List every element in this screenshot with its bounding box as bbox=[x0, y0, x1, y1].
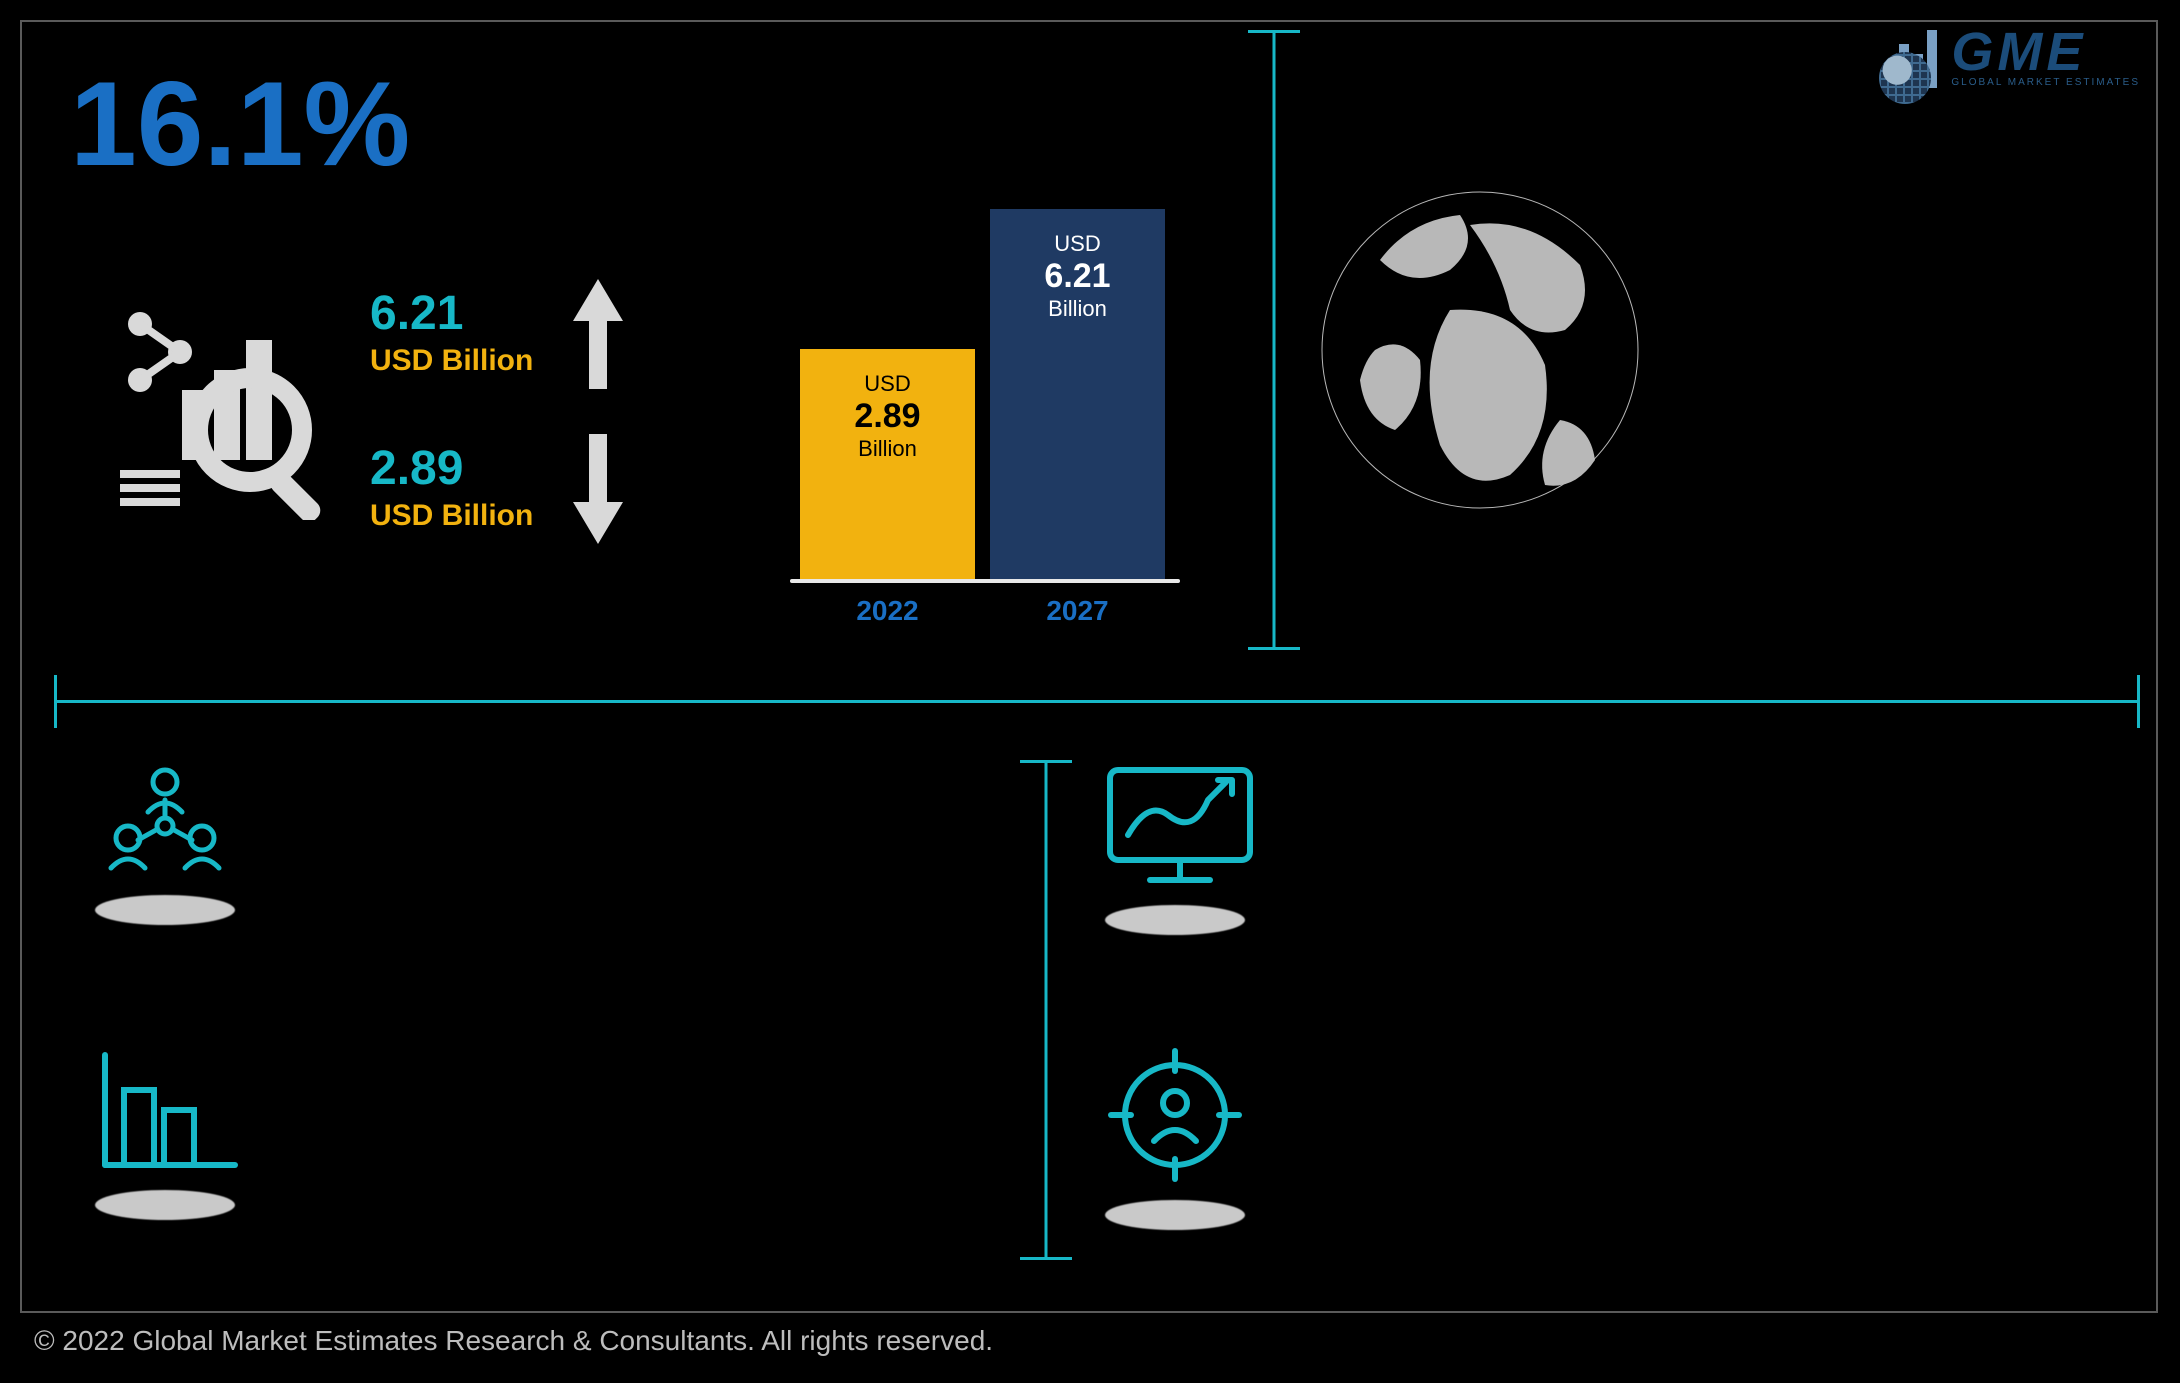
bar1-value: 2.89 bbox=[854, 397, 920, 436]
people-network-icon bbox=[90, 760, 240, 925]
separator-bottom-vertical bbox=[1020, 760, 1072, 1260]
value-stack: 6.21 USD Billion 2.89 USD Billion bbox=[370, 279, 623, 589]
arrow-down-icon bbox=[573, 434, 623, 544]
market-size-bar-chart: USD 2.89 Billion USD 6.21 Billion 2022 2… bbox=[790, 212, 1180, 627]
bar1-currency: USD bbox=[864, 371, 910, 397]
bar2-unit: Billion bbox=[1048, 296, 1107, 322]
icon-shadow bbox=[95, 1190, 235, 1220]
separator-horizontal bbox=[54, 700, 2140, 703]
value-high-number: 6.21 bbox=[370, 290, 533, 338]
gme-logo: GME GLOBAL MARKET ESTIMATES bbox=[1885, 28, 2140, 88]
bar-chart-icon bbox=[90, 1045, 240, 1220]
copyright-text: © 2022 Global Market Estimates Research … bbox=[34, 1325, 993, 1357]
logo-globe-icon bbox=[1879, 52, 1931, 104]
bar2-value: 6.21 bbox=[1044, 257, 1110, 296]
icon-shadow bbox=[1105, 1200, 1245, 1230]
bar2-currency: USD bbox=[1054, 231, 1100, 257]
analytics-magnifier-icon bbox=[110, 300, 330, 520]
bar2-year-label: 2027 bbox=[990, 595, 1165, 627]
bar1-year-label: 2022 bbox=[800, 595, 975, 627]
logo-subtext: GLOBAL MARKET ESTIMATES bbox=[1951, 77, 2140, 88]
value-high-row: 6.21 USD Billion bbox=[370, 279, 623, 389]
icon-shadow bbox=[95, 895, 235, 925]
globe-icon bbox=[1320, 190, 1640, 510]
value-high-unit: USD Billion bbox=[370, 344, 533, 378]
target-person-icon bbox=[1100, 1045, 1250, 1230]
separator-top-vertical bbox=[1248, 30, 1300, 650]
bar-2022: USD 2.89 Billion bbox=[800, 349, 975, 579]
monitor-trend-icon bbox=[1100, 760, 1250, 935]
bar-2027: USD 6.21 Billion bbox=[990, 209, 1165, 579]
chart-baseline bbox=[790, 579, 1180, 583]
value-low-unit: USD Billion bbox=[370, 499, 533, 533]
cagr-headline: 16.1% bbox=[70, 55, 410, 193]
value-low-number: 2.89 bbox=[370, 445, 533, 493]
value-low-row: 2.89 USD Billion bbox=[370, 434, 623, 544]
bar1-unit: Billion bbox=[858, 436, 917, 462]
logo-text: GME bbox=[1951, 28, 2140, 77]
icon-shadow bbox=[1105, 905, 1245, 935]
arrow-up-icon bbox=[573, 279, 623, 389]
